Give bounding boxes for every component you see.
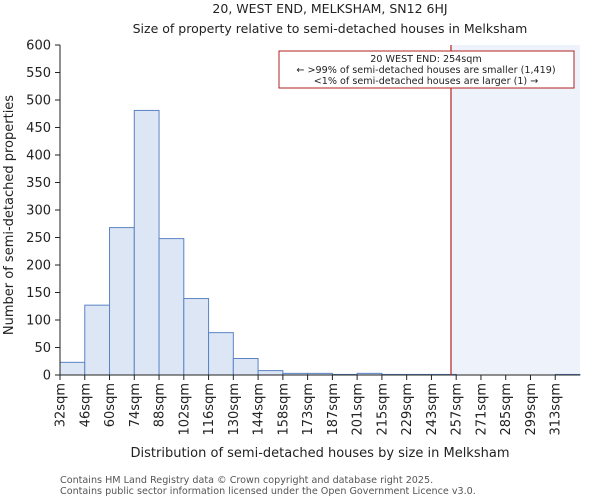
bars-group xyxy=(59,109,581,376)
y-tick-label: 350 xyxy=(26,176,51,191)
x-tick-label: 187sqm xyxy=(326,383,341,436)
x-tick-label: 215sqm xyxy=(375,383,390,436)
larger-properties-shade xyxy=(450,45,580,375)
annotation-line-1: 20 WEST END: 254sqm xyxy=(370,54,481,65)
chart-title: 20, WEST END, MELKSHAM, SN12 6HJ xyxy=(212,1,447,16)
y-tick-label: 200 xyxy=(26,259,51,274)
bar-74sqm xyxy=(133,109,160,376)
y-tick-label: 50 xyxy=(34,341,51,356)
x-tick-label: 60sqm xyxy=(103,383,118,427)
footer-line-1: Contains HM Land Registry data © Crown c… xyxy=(60,475,433,486)
bar-32sqm xyxy=(59,361,86,376)
y-tick-label: 250 xyxy=(26,231,51,246)
bar-60sqm xyxy=(109,227,135,376)
x-tick-label: 313sqm xyxy=(549,383,564,436)
annotation-line-2: ← >99% of semi-detached houses are small… xyxy=(296,65,555,76)
x-tick-label: 144sqm xyxy=(252,383,267,436)
x-tick-label: 88sqm xyxy=(153,383,168,427)
annotation-line-3: <1% of semi-detached houses are larger (… xyxy=(314,76,539,87)
y-tick-label: 400 xyxy=(26,149,51,164)
x-tick-label: 102sqm xyxy=(177,383,192,436)
y-tick-label: 600 xyxy=(26,39,51,54)
bar-130sqm xyxy=(232,358,259,376)
y-tick-label: 100 xyxy=(26,314,51,329)
x-tick-label: 243sqm xyxy=(425,383,440,436)
annotation-box: 20 WEST END: 254sqm ← >99% of semi-detac… xyxy=(278,50,575,89)
bar-144sqm xyxy=(257,370,284,376)
x-tick-label: 116sqm xyxy=(202,383,217,436)
footer-line-2: Contains public sector information licen… xyxy=(60,486,476,497)
x-tick-label: 130sqm xyxy=(227,383,242,436)
bar-116sqm xyxy=(208,332,234,376)
x-tick-label: 74sqm xyxy=(128,383,143,427)
x-tick-label: 229sqm xyxy=(400,383,415,436)
y-tick-label: 450 xyxy=(26,121,51,136)
chart-subtitle: Size of property relative to semi-detach… xyxy=(133,21,528,36)
bar-102sqm xyxy=(183,298,210,376)
y-tick-label: 150 xyxy=(26,286,51,301)
y-axis-label: Number of semi-detached properties xyxy=(2,95,17,335)
y-tick-label: 500 xyxy=(26,94,51,109)
x-tick-label: 173sqm xyxy=(301,383,316,436)
x-axis-ticks: 32sqm 46sqm 60sqm 74sqm 88sqm 102sqm 116sqm 130… xyxy=(54,375,564,436)
x-tick-label: 299sqm xyxy=(524,383,539,436)
x-tick-label: 32sqm xyxy=(54,383,69,427)
bar-46sqm xyxy=(84,304,111,376)
bar-88sqm xyxy=(158,238,185,376)
x-tick-label: 201sqm xyxy=(351,383,366,436)
x-tick-label: 285sqm xyxy=(499,383,514,436)
y-tick-label: 300 xyxy=(26,204,51,219)
x-tick-label: 158sqm xyxy=(276,383,291,436)
x-tick-label: 46sqm xyxy=(78,383,93,427)
x-axis-label: Distribution of semi-detached houses by … xyxy=(131,446,510,461)
y-tick-label: 550 xyxy=(26,66,51,81)
y-axis-ticks: 0 50 100 150 200 250 300 350 400 450 500 550 600 xyxy=(26,39,60,384)
x-tick-label: 257sqm xyxy=(450,383,465,436)
y-tick-label: 0 xyxy=(43,369,51,384)
x-tick-label: 271sqm xyxy=(474,383,489,436)
